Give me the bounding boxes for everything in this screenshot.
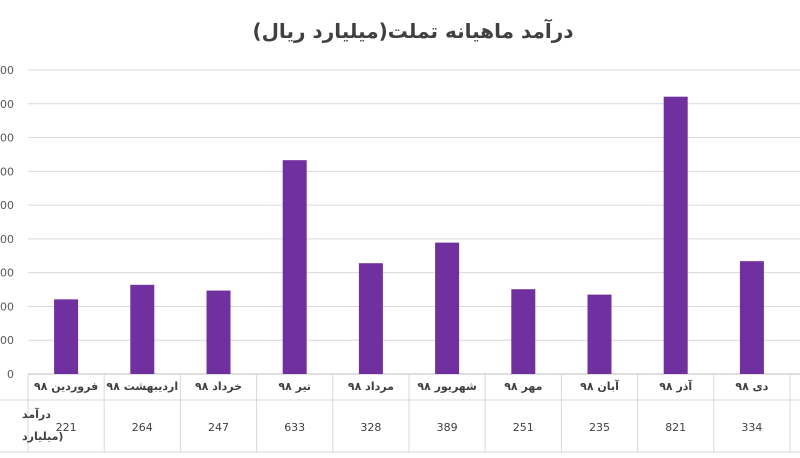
value-label: 235 <box>589 421 610 434</box>
row-label: (میلیارد <box>22 430 63 443</box>
category-label: مرداد ۹۸ <box>348 380 394 393</box>
category-label: دی ۹۸ <box>735 380 768 393</box>
bar <box>587 294 612 374</box>
row-label: درآمد <box>22 407 51 421</box>
value-label: 221 <box>56 421 77 434</box>
value-label: 389 <box>437 421 458 434</box>
bar <box>435 242 460 374</box>
category-label: آبان ۹۸ <box>580 379 619 393</box>
value-label: 264 <box>132 421 153 434</box>
category-label: خرداد ۹۸ <box>195 380 242 393</box>
bar <box>358 263 383 374</box>
data-table: فروردین ۹۸ 221 اردیبهشت ۹۸ 264 خرداد ۹۸ 247 تی… <box>0 374 800 453</box>
category-label: فروردین ۹۸ <box>34 380 98 393</box>
bars <box>54 96 764 374</box>
value-label: 334 <box>741 421 762 434</box>
bar <box>663 96 688 374</box>
value-label: 821 <box>665 421 686 434</box>
value-label: 633 <box>284 421 305 434</box>
bar <box>54 299 79 374</box>
y-tick-label: 400 <box>0 233 14 246</box>
y-tick-label: 200 <box>0 300 14 313</box>
y-tick-label: 700 <box>0 132 14 145</box>
bar <box>282 160 307 374</box>
value-label: 251 <box>513 421 534 434</box>
bar <box>511 289 536 374</box>
y-tick-label: 800 <box>0 98 14 111</box>
y-axis-ticks: 0 100 200 300 400 500 600 700 800 900 <box>0 64 14 381</box>
bar <box>206 290 231 374</box>
chart-title: درآمد ماهیانه تملت(میلیارد ریال) <box>252 18 573 43</box>
y-tick-label: 500 <box>0 199 14 212</box>
category-label: آذر ۹۸ <box>659 379 692 393</box>
y-tick-label: 600 <box>0 165 14 178</box>
gridlines <box>28 69 800 375</box>
y-tick-label: 900 <box>0 64 14 77</box>
value-label: 247 <box>208 421 229 434</box>
y-tick-label: 0 <box>7 368 14 381</box>
category-label: اردیبهشت ۹۸ <box>106 380 178 393</box>
category-label: شهریور ۹۸ <box>417 380 477 393</box>
y-tick-label: 100 <box>0 334 14 347</box>
value-label: 328 <box>360 421 381 434</box>
bar <box>130 284 155 374</box>
category-label: مهر ۹۸ <box>504 380 542 393</box>
y-tick-label: 300 <box>0 267 14 280</box>
bar <box>739 261 764 374</box>
category-label: تیر ۹۸ <box>278 380 311 393</box>
